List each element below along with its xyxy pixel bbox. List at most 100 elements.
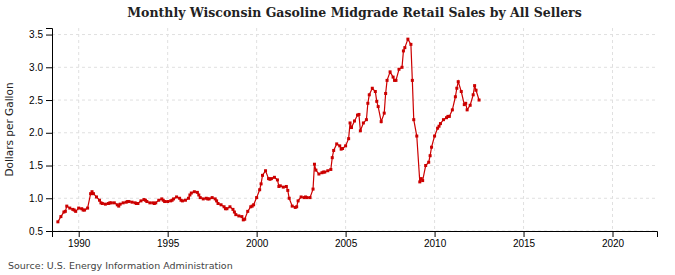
grid: [52, 28, 657, 231]
marker: [279, 184, 282, 187]
marker: [56, 220, 59, 223]
marker: [469, 104, 472, 107]
x-tick-mark: [79, 231, 80, 237]
marker: [331, 156, 334, 159]
x-tick-mark: [435, 231, 436, 237]
marker: [326, 169, 329, 172]
marker: [365, 118, 368, 121]
marker: [368, 93, 371, 96]
marker: [136, 202, 139, 205]
marker: [199, 196, 202, 199]
marker: [375, 100, 378, 103]
marker: [409, 43, 412, 46]
marker: [338, 144, 341, 147]
marker: [374, 90, 377, 93]
marker: [460, 90, 463, 93]
x-tick: 2020: [602, 231, 625, 249]
y-tick-label: 2.0: [29, 127, 43, 138]
marker: [225, 207, 228, 210]
y-tick-label: 3.0: [29, 62, 43, 73]
x-grid-line: [612, 28, 613, 231]
y-tick-label: 1.5: [29, 160, 43, 171]
marker: [377, 105, 380, 108]
marker: [128, 200, 131, 203]
marker: [154, 201, 157, 204]
marker: [233, 211, 236, 214]
chart: 19901995200020052010201520200.51.01.52.0…: [0, 0, 675, 275]
x-tick: 2000: [246, 231, 269, 249]
marker: [175, 195, 178, 198]
x-tick-label: 2005: [335, 238, 358, 249]
marker: [329, 168, 332, 171]
y-tick: 2.5: [29, 95, 52, 106]
marker: [197, 193, 200, 196]
marker: [430, 146, 433, 149]
marker: [305, 196, 308, 199]
x-tick-mark: [613, 231, 614, 237]
marker: [478, 99, 481, 102]
x-tick: 1995: [157, 231, 180, 249]
x-tick-mark: [346, 231, 347, 237]
marker: [190, 192, 193, 195]
marker: [332, 149, 335, 152]
marker: [119, 203, 122, 206]
marker: [104, 203, 107, 206]
marker: [59, 215, 62, 218]
x-grid-line: [345, 28, 346, 231]
y-tick-label: 0.5: [29, 226, 43, 237]
x-tick-label: 2020: [602, 238, 625, 249]
marker: [466, 108, 469, 111]
marker: [92, 192, 95, 195]
y-tick: 1.0: [29, 193, 52, 204]
marker: [386, 79, 389, 82]
marker: [401, 66, 404, 69]
x-grid-line: [523, 28, 524, 231]
x-grid-line: [78, 28, 79, 231]
x-tick-mark: [168, 231, 169, 237]
marker: [394, 79, 397, 82]
x-grid-line: [434, 28, 435, 231]
marker: [208, 197, 211, 200]
marker: [122, 201, 125, 204]
marker: [353, 119, 356, 122]
marker: [228, 205, 231, 208]
y-tick-label: 3.5: [29, 29, 43, 40]
marker: [341, 147, 344, 150]
marker: [270, 177, 273, 180]
marker: [282, 186, 285, 189]
marker: [139, 199, 142, 202]
marker: [415, 135, 418, 138]
marker: [295, 205, 298, 208]
y-tick: 1.5: [29, 160, 52, 171]
y-tick: 0.5: [29, 226, 52, 237]
marker: [359, 129, 362, 132]
marker: [357, 113, 360, 116]
x-tick: 2005: [335, 231, 358, 249]
marker: [406, 38, 409, 41]
y-tick-label: 1.0: [29, 193, 43, 204]
y-axis: 0.5 1.0 1.5 2.0 2.5 3.0 3.5: [29, 29, 52, 237]
x-axis-line: [53, 232, 658, 238]
marker: [264, 169, 267, 172]
marker: [347, 137, 350, 140]
x-tick-label: 2015: [513, 238, 536, 249]
marker: [349, 121, 352, 124]
marker: [252, 203, 255, 206]
marker: [166, 200, 169, 203]
marker: [397, 68, 400, 71]
y-axis-title: Dollars per Gallon: [3, 82, 15, 176]
marker: [113, 201, 116, 204]
marker: [309, 196, 312, 199]
marker: [240, 215, 243, 218]
marker: [77, 207, 80, 210]
marker: [424, 164, 427, 167]
y-grid-line: [52, 67, 657, 68]
x-tick: 2015: [513, 231, 536, 249]
marker: [157, 199, 160, 202]
marker: [83, 209, 86, 212]
marker: [288, 197, 291, 200]
y-tick-label: 2.5: [29, 95, 43, 106]
marker: [457, 80, 460, 83]
series: [56, 38, 480, 224]
y-tick-mark: [46, 166, 52, 167]
